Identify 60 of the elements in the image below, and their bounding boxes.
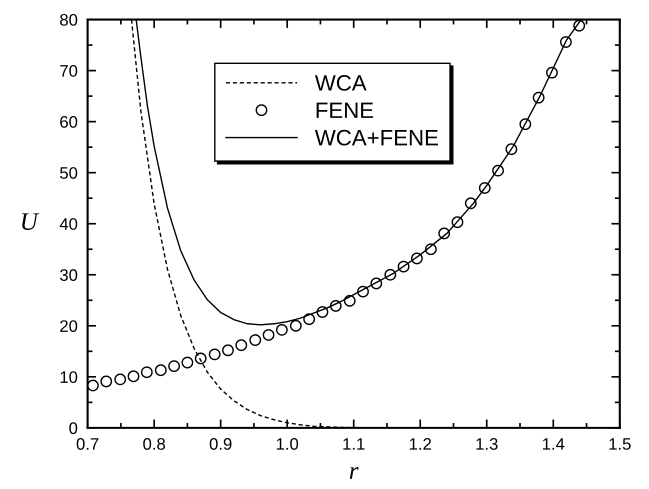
- x-tick-label: 1.4: [542, 438, 564, 450]
- y-tick-label: 0: [69, 422, 78, 434]
- x-axis-title: r: [350, 467, 359, 479]
- point: [114, 373, 126, 386]
- point: [140, 366, 153, 378]
- point: [492, 164, 504, 177]
- point: [222, 344, 234, 356]
- point: [303, 313, 316, 326]
- point: [128, 370, 140, 382]
- point: [181, 356, 194, 368]
- point: [262, 329, 274, 341]
- point: [290, 320, 302, 332]
- x-tick-label: 0.9: [210, 438, 232, 450]
- y-tick-label: 40: [60, 218, 78, 230]
- point: [100, 376, 112, 388]
- y-tick-label: 20: [60, 320, 78, 332]
- y-tick-label: 80: [60, 14, 78, 26]
- point: [452, 216, 464, 228]
- y-tick-label: 10: [60, 371, 78, 384]
- point: [154, 364, 167, 376]
- x-tick-label: 1.3: [476, 438, 498, 450]
- x-tick-label: 0.8: [143, 438, 165, 450]
- point: [573, 20, 586, 32]
- point: [208, 348, 221, 360]
- x-tick-label: 1.5: [609, 438, 631, 450]
- point: [370, 278, 382, 290]
- legend-label: FENE: [316, 102, 374, 118]
- y-tick-label: 70: [60, 65, 78, 77]
- point: [532, 92, 545, 104]
- point: [519, 118, 532, 130]
- point: [505, 143, 518, 156]
- point: [194, 352, 207, 364]
- x-tick-label: 1.2: [410, 438, 431, 450]
- point: [249, 334, 262, 346]
- y-tick-label: 30: [60, 269, 78, 281]
- point: [438, 228, 450, 240]
- point: [384, 268, 396, 281]
- point: [560, 36, 572, 48]
- x-tick-label: 1.0: [276, 438, 298, 450]
- point: [344, 294, 356, 307]
- point: [357, 286, 369, 298]
- point: [87, 380, 99, 392]
- x-tick-label: 1.1: [343, 438, 364, 450]
- point: [546, 66, 558, 79]
- point: [464, 197, 477, 210]
- y-axis-title: U: [22, 213, 40, 230]
- point: [276, 324, 288, 336]
- y-tick-label: 50: [60, 167, 78, 179]
- point: [411, 252, 423, 264]
- point: [478, 182, 491, 194]
- point: [235, 339, 248, 352]
- legend-label: WCA: [314, 75, 367, 91]
- point: [316, 306, 328, 318]
- y-tick-label: 60: [60, 116, 78, 128]
- legend-label: WCA+FENE: [314, 130, 438, 146]
- x-tick-label: 0.7: [76, 438, 98, 450]
- point: [168, 360, 180, 372]
- point: [330, 300, 342, 312]
- point: [398, 260, 410, 272]
- point: [424, 243, 437, 256]
